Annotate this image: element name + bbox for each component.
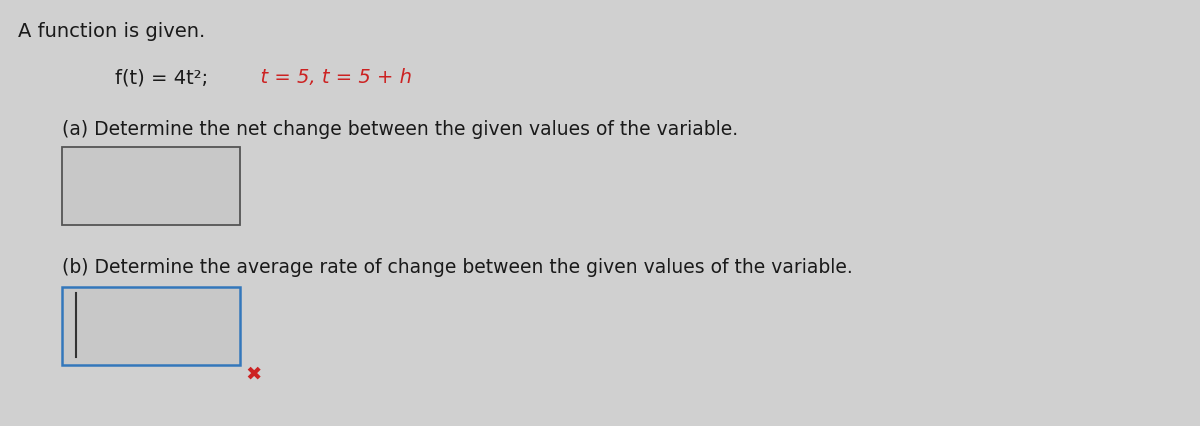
Bar <box>62 148 240 225</box>
Text: (a) Determine the net change between the given values of the variable.: (a) Determine the net change between the… <box>62 120 738 139</box>
Text: ✖: ✖ <box>245 364 262 383</box>
Text: t = 5, t = 5 + h: t = 5, t = 5 + h <box>248 68 412 87</box>
Bar <box>62 287 240 365</box>
Text: A function is given.: A function is given. <box>18 22 205 41</box>
Text: f(t) = 4t²;: f(t) = 4t²; <box>115 68 208 87</box>
Text: (b) Determine the average rate of change between the given values of the variabl: (b) Determine the average rate of change… <box>62 257 853 276</box>
